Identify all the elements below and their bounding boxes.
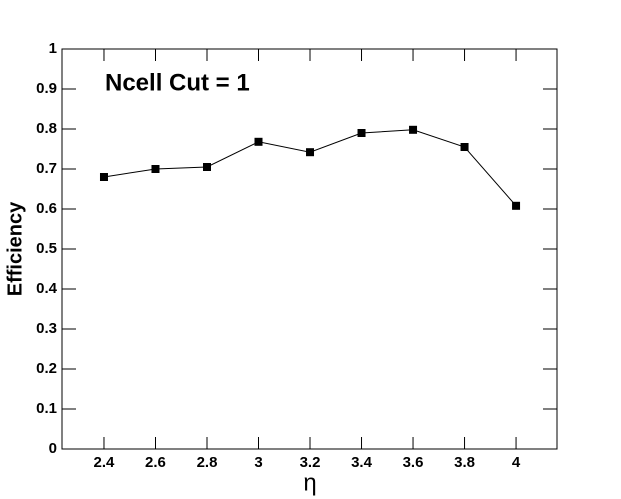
x-axis-label: η — [303, 469, 316, 496]
x-tick-label: 4 — [512, 454, 521, 471]
point — [99, 173, 108, 181]
point — [357, 129, 366, 137]
point — [306, 148, 315, 157]
y-tick-label: 0.8 — [36, 120, 57, 137]
y-tick-label: 0.5 — [36, 240, 57, 257]
y-tick-label: 0 — [49, 440, 57, 457]
y-tick-label: 1 — [49, 40, 57, 57]
x-tick-label: 3.6 — [403, 454, 424, 471]
x-tick-label: 2.6 — [145, 454, 166, 471]
point — [512, 201, 521, 210]
point — [409, 125, 418, 134]
plot-frame — [61, 48, 558, 450]
y-tick-label: 0.3 — [36, 320, 57, 337]
series-line — [103, 129, 517, 207]
point — [202, 163, 211, 171]
x-tick-label: 3.8 — [454, 454, 475, 471]
y-tick-label: 0.4 — [36, 280, 58, 297]
annotation: Ncell Cut = 1 — [105, 69, 250, 96]
point — [151, 165, 160, 173]
x-tick-label: 3 — [254, 454, 262, 471]
y-tick-label: 0.6 — [36, 200, 57, 217]
y-tick-label: 0.7 — [36, 160, 57, 177]
y-tick-label: 0.2 — [36, 360, 57, 377]
x-tick-label: 3.2 — [300, 454, 321, 471]
x-tick-label: 2.4 — [94, 454, 116, 471]
y-axis-label: Efficiency — [4, 201, 26, 296]
point — [460, 143, 469, 151]
y-tick-label: 0.1 — [36, 400, 57, 417]
y-tick-label: 0.9 — [36, 80, 57, 97]
x-tick-label: 3.4 — [351, 454, 373, 471]
point — [254, 137, 263, 146]
x-tick-label: 2.8 — [197, 454, 218, 471]
